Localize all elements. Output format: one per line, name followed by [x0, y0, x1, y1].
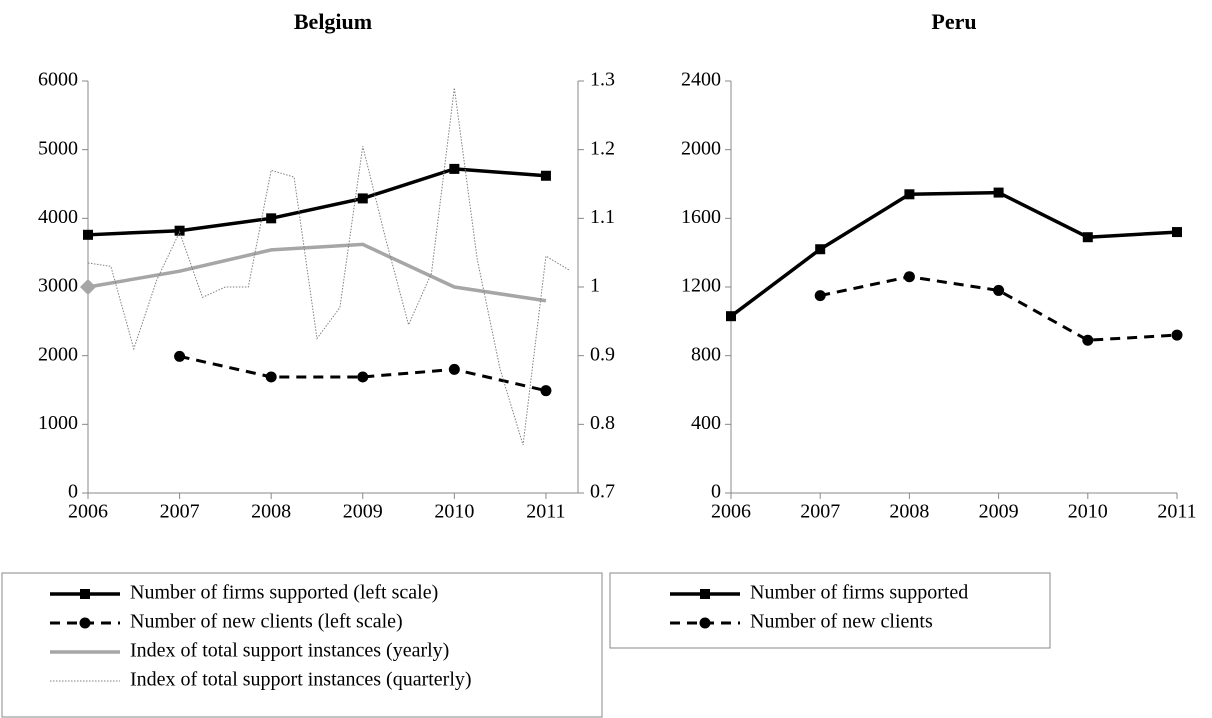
marker: [79, 617, 91, 629]
y-tick-label: 3000: [38, 275, 78, 297]
marker: [448, 363, 460, 375]
y-tick-label: 5000: [38, 137, 78, 159]
marker: [540, 170, 551, 181]
y-tick-label: 2400: [681, 69, 721, 91]
chart-title: Belgium: [294, 9, 372, 34]
x-tick-label: 2008: [251, 501, 291, 523]
y-tick-label: 4000: [38, 206, 78, 228]
marker: [357, 371, 369, 383]
marker: [904, 189, 915, 200]
series-line: [819, 275, 1178, 342]
legend-label: Number of new clients (left scale): [130, 611, 403, 633]
x-tick-label: 2006: [68, 501, 108, 523]
legend-label: Number of new clients: [750, 611, 933, 633]
marker: [903, 271, 915, 283]
marker: [1172, 227, 1182, 238]
marker: [449, 163, 460, 174]
marker: [174, 225, 185, 236]
marker: [1082, 334, 1094, 346]
legend-box: [1, 572, 603, 718]
y-tick-label: 0: [711, 481, 721, 503]
y-tick-label: 400: [691, 412, 721, 434]
legend-label: Index of total support instances (yearly…: [130, 640, 449, 662]
marker: [80, 589, 90, 599]
y-tick-label: 800: [691, 343, 721, 365]
y-tick-label: 1200: [681, 275, 721, 297]
x-tick-label: 2011: [1157, 501, 1196, 523]
marker: [357, 193, 368, 204]
x-tick-label: 2010: [434, 501, 474, 523]
marker: [83, 229, 93, 240]
y-tick-label: 1000: [38, 412, 78, 434]
marker: [266, 213, 277, 224]
legend-label: Number of firms supported: [750, 582, 968, 604]
marker: [814, 290, 826, 302]
chart-title: Peru: [931, 9, 976, 34]
legend-label: Index of total support instances (quarte…: [130, 669, 472, 691]
marker: [174, 350, 186, 362]
x-tick-label: 2009: [979, 501, 1019, 523]
x-tick-label: 2011: [526, 501, 565, 523]
marker: [699, 617, 711, 629]
marker: [700, 589, 710, 599]
y-tick-label: 1600: [681, 206, 721, 228]
y2-tick-label: 1.2: [590, 137, 615, 159]
marker: [993, 284, 1005, 296]
marker: [993, 187, 1004, 198]
marker: [1082, 232, 1093, 243]
y2-tick-label: 0.8: [590, 412, 615, 434]
y-tick-label: 6000: [38, 69, 78, 91]
series-line: [87, 242, 547, 303]
marker: [1171, 329, 1183, 341]
legend-box: [609, 572, 1051, 649]
y2-tick-label: 1.3: [590, 69, 615, 91]
series-line: [179, 354, 547, 393]
x-tick-label: 2009: [343, 501, 383, 523]
series-line: [87, 87, 570, 446]
y2-tick-label: 0.7: [590, 481, 615, 503]
y-tick-label: 0: [68, 481, 78, 503]
x-tick-label: 2006: [711, 501, 751, 523]
marker: [80, 279, 96, 295]
marker: [726, 311, 736, 322]
x-tick-label: 2010: [1068, 501, 1108, 523]
y-tick-label: 2000: [38, 343, 78, 365]
x-tick-label: 2008: [889, 501, 929, 523]
y2-tick-label: 1: [590, 275, 600, 297]
series-line: [729, 190, 1178, 318]
legend-label: Number of firms supported (left scale): [130, 582, 438, 604]
marker: [540, 385, 552, 397]
y2-tick-label: 0.9: [590, 343, 615, 365]
y2-tick-label: 1.1: [590, 206, 615, 228]
y-tick-label: 2000: [681, 137, 721, 159]
x-tick-label: 2007: [160, 501, 200, 523]
marker: [815, 244, 826, 255]
series-line: [87, 167, 547, 237]
x-tick-label: 2007: [800, 501, 840, 523]
marker: [265, 371, 277, 383]
